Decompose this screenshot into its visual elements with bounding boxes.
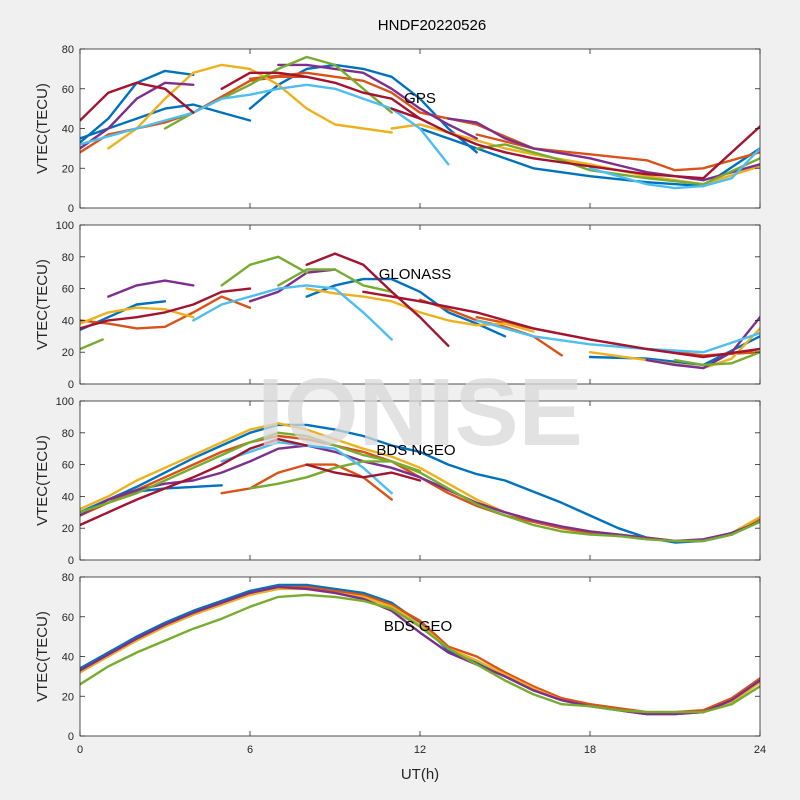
plot-area [80,577,760,736]
series-line-12 [447,117,760,182]
series-line-13 [80,338,104,351]
panel-1: 0 20 40 60 80 VTEC(TECU) GPS [34,44,761,215]
panel-annotation: BDS NGEO [376,442,455,459]
series-line-17 [80,81,195,122]
y-tick-label: 80 [62,44,74,56]
y-tick-label: 20 [62,523,74,535]
panel-3: 0 20 40 60 80 100 VTEC(TECU) BDS NGEO [34,396,761,567]
y-tick-label: 0 [68,379,74,391]
series-line-6 [248,71,535,150]
y-tick-label: 40 [62,124,74,136]
series-group [80,583,760,716]
series-line-5 [80,593,760,714]
series-line-11 [248,268,337,303]
series-line-4 [80,585,760,716]
panel-annotation: BDS GEO [384,618,452,635]
series-group [80,422,760,544]
series-line-16 [673,351,760,367]
y-tick-label: 100 [56,220,74,232]
panel-annotation: GPS [404,90,436,107]
series-line-20 [305,252,450,347]
series-line-10 [80,81,195,150]
y-tick-label: 20 [62,347,74,359]
series-line-17 [192,284,393,341]
y-tick-label: 60 [62,612,74,624]
y-tick-label: 60 [62,460,74,472]
y-tick-label: 0 [68,731,74,743]
series-line-18 [475,319,760,354]
x-tick-label: 6 [247,744,253,756]
y-tick-label: 60 [62,284,74,296]
series-line-10 [107,279,195,298]
panel-2: 0 20 40 60 80 100 VTEC(TECU) GLONASS [34,220,761,391]
y-axis-label: VTEC(TECU) [34,611,51,702]
y-tick-label: 80 [62,572,74,584]
y-axis-label: VTEC(TECU) [34,435,51,526]
series-line-19 [390,107,760,180]
series-line-2 [305,277,507,338]
series-line-21 [362,290,760,359]
series-line-8 [248,460,422,490]
panel-4: 0 20 40 60 80 0 6 12 18 24 VTEC(TECU) BDS GEO [34,572,766,756]
series-group [80,252,760,370]
series-line-8 [107,63,393,150]
panel-annotation: GLONASS [379,266,452,283]
y-tick-label: 20 [62,691,74,703]
series-line-16 [588,147,760,190]
y-tick-label: 100 [56,396,74,408]
watermark: IONISE [257,359,582,466]
series-line-7 [80,431,760,543]
series-line-11 [277,63,478,140]
x-tick-label: 24 [754,744,766,756]
y-axis-label: VTEC(TECU) [34,259,51,350]
series-line-11 [305,463,422,482]
y-tick-label: 40 [62,652,74,664]
series-line-4 [80,295,252,330]
y-tick-label: 0 [68,555,74,567]
y-tick-label: 80 [62,252,74,264]
series-line-15 [80,83,450,166]
y-axis-label: VTEC(TECU) [34,83,51,174]
series-line-14 [220,255,308,287]
y-tick-label: 40 [62,491,74,503]
y-tick-label: 40 [62,315,74,327]
x-tick-label: 18 [584,744,596,756]
series-line-8 [305,287,535,333]
series-line-18 [220,71,422,120]
series-line-10 [80,438,308,527]
series-line-6 [80,444,760,543]
figure-title: HNDF20220526 [378,17,486,34]
series-line-7 [80,306,195,325]
y-tick-label: 0 [68,203,74,215]
y-tick-label: 20 [62,163,74,175]
y-tick-label: 60 [62,84,74,96]
series-line-15 [277,268,393,293]
x-tick-label: 0 [77,744,83,756]
x-axis-label: UT(h) [401,766,439,783]
series-line-19 [80,287,252,330]
x-tick-label: 12 [414,744,426,756]
y-tick-label: 80 [62,428,74,440]
series-group [80,55,760,190]
